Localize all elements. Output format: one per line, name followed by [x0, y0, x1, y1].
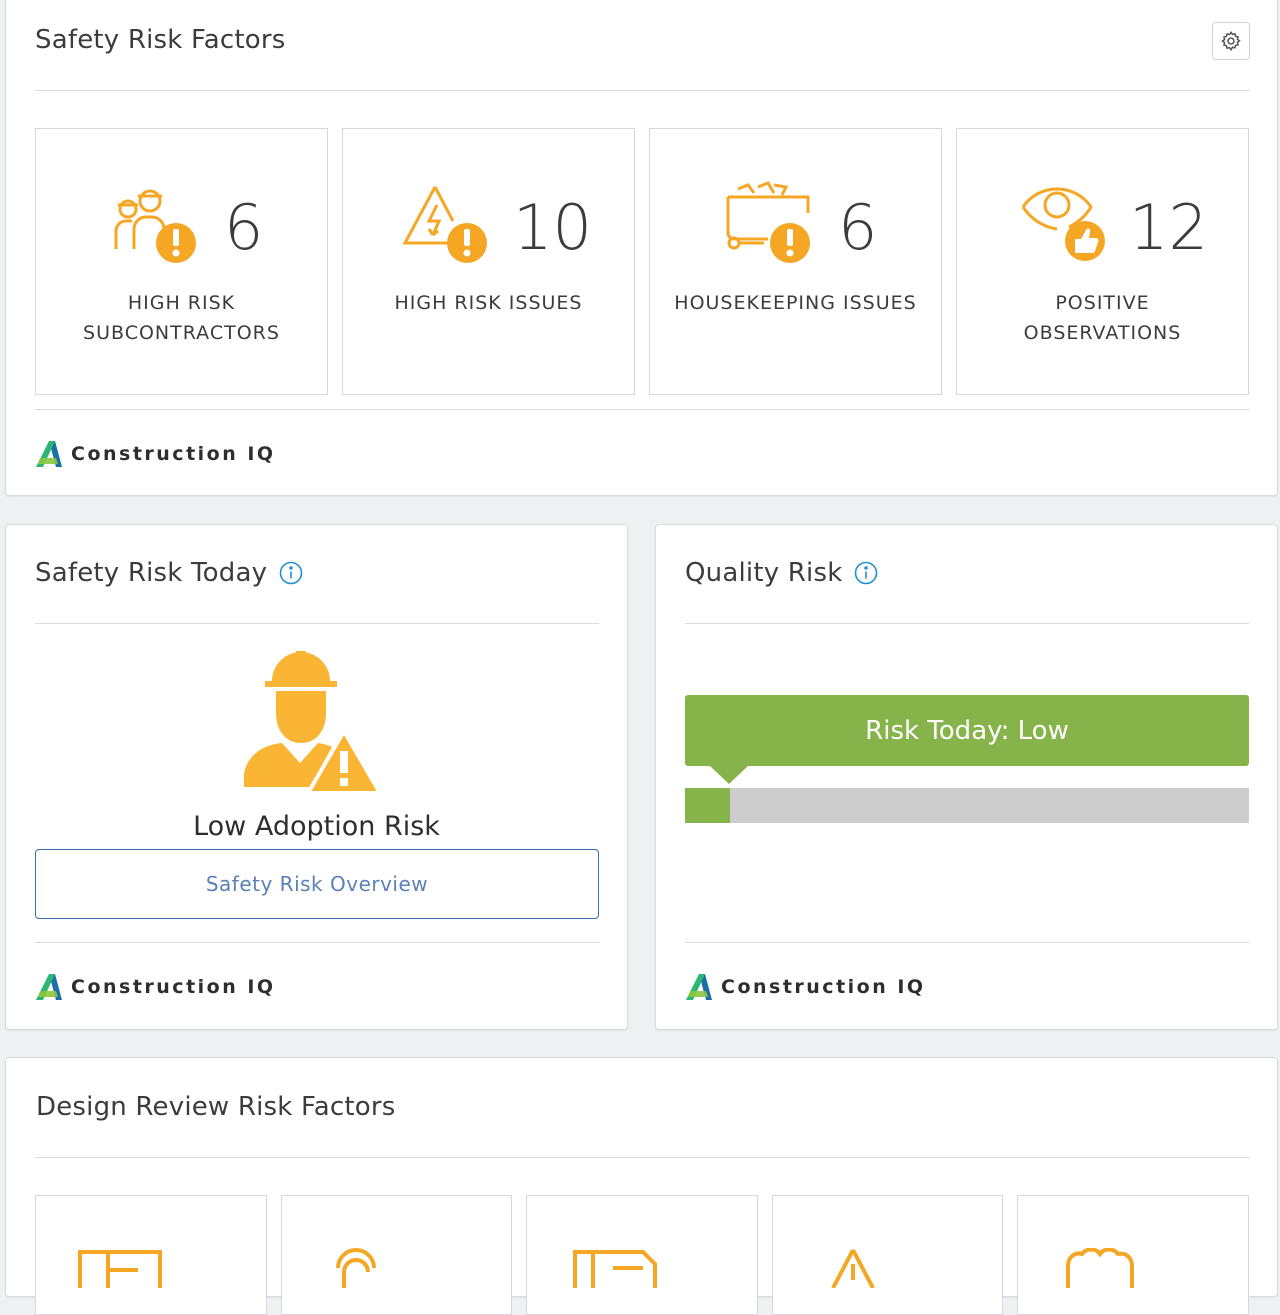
- design-tile[interactable]: [281, 1195, 512, 1315]
- card-title-text: Quality Risk: [685, 558, 843, 588]
- divider: [685, 942, 1249, 943]
- tile-count: 6: [224, 191, 264, 264]
- tile-label: HIGH RISK SUBCONTRACTORS: [36, 288, 327, 348]
- brand: Construction IQ: [35, 440, 276, 468]
- tile-label: HIGH RISK ISSUES: [343, 288, 634, 318]
- divider: [685, 623, 1249, 624]
- eye-thumbs-up-icon: [1019, 181, 1115, 271]
- brand: Construction IQ: [685, 973, 926, 1001]
- risk-level-fill: [685, 788, 731, 823]
- tile-label-line: HIGH RISK: [127, 292, 236, 314]
- safety-risk-overview-button[interactable]: Safety Risk Overview: [35, 849, 599, 919]
- card-title: Safety Risk Today: [35, 558, 303, 588]
- info-icon[interactable]: [854, 561, 878, 585]
- design-tile[interactable]: [772, 1195, 1003, 1315]
- tile-label-line: HIGH RISK ISSUES: [394, 292, 583, 314]
- tile-count: 12: [1129, 191, 1208, 264]
- tile-positive-observations[interactable]: 12 POSITIVE OBSERVATIONS: [956, 128, 1249, 395]
- warning-icon: [831, 1248, 875, 1292]
- tile-label: POSITIVE OBSERVATIONS: [957, 288, 1248, 348]
- construction-iq-logo-icon: [35, 440, 63, 468]
- workers-alert-icon: [110, 181, 200, 271]
- tile-label-line: OBSERVATIONS: [1023, 322, 1182, 344]
- dumpster-alert-icon: [724, 181, 818, 271]
- settings-button[interactable]: [1212, 22, 1250, 60]
- tile-count: 10: [513, 191, 592, 264]
- document-icon: [573, 1248, 657, 1292]
- divider: [35, 90, 1250, 91]
- tile-high-risk-issues[interactable]: 10 HIGH RISK ISSUES: [342, 128, 635, 395]
- tile-label-line: POSITIVE: [1055, 292, 1150, 314]
- quality-risk-card: Quality Risk Risk Today: Low Constructio…: [655, 524, 1278, 1030]
- hazard-alert-icon: [401, 181, 493, 271]
- cloud-icon: [1064, 1247, 1140, 1292]
- adoption-status: Low Adoption Risk: [193, 811, 440, 842]
- card-title: Design Review Risk Factors: [36, 1092, 396, 1122]
- floor-plan-icon: [78, 1248, 162, 1292]
- brand-text: Construction IQ: [721, 976, 926, 998]
- construction-iq-logo-icon: [685, 973, 713, 1001]
- construction-iq-logo-icon: [35, 973, 63, 1001]
- worker-icon: [324, 1248, 384, 1292]
- risk-level-track: [685, 788, 1249, 823]
- divider: [35, 409, 1250, 410]
- design-review-risk-factors-card: Design Review Risk Factors: [5, 1057, 1278, 1315]
- gear-icon: [1220, 30, 1242, 52]
- tile-label-line: HOUSEKEEPING ISSUES: [674, 292, 917, 314]
- design-tile[interactable]: [35, 1195, 267, 1315]
- risk-level-banner: Risk Today: Low: [685, 695, 1249, 766]
- tile-count: 6: [838, 191, 878, 264]
- brand-text: Construction IQ: [71, 976, 276, 998]
- card-title: Safety Risk Factors: [35, 25, 286, 55]
- safety-risk-factors-card: Safety Risk Factors 6: [5, 0, 1278, 496]
- tile-high-risk-subcontractors[interactable]: 6 HIGH RISK SUBCONTRACTORS: [35, 128, 328, 395]
- brand: Construction IQ: [35, 973, 276, 1001]
- card-title-text: Safety Risk Today: [35, 558, 268, 588]
- design-tile[interactable]: [1017, 1195, 1249, 1315]
- divider: [35, 623, 599, 624]
- tile-label-line: SUBCONTRACTORS: [83, 322, 280, 344]
- divider: [35, 942, 599, 943]
- worker-warning-icon: [244, 651, 384, 799]
- tile-label: HOUSEKEEPING ISSUES: [650, 288, 941, 318]
- risk-level-pointer: [710, 766, 748, 784]
- info-icon[interactable]: [279, 561, 303, 585]
- design-tile[interactable]: [526, 1195, 758, 1315]
- tile-housekeeping-issues[interactable]: 6 HOUSEKEEPING ISSUES: [649, 128, 942, 395]
- brand-text: Construction IQ: [71, 443, 276, 465]
- safety-risk-today-card: Safety Risk Today Low Adoption Risk Safe…: [5, 524, 628, 1030]
- card-title: Quality Risk: [685, 558, 878, 588]
- divider: [35, 1157, 1250, 1158]
